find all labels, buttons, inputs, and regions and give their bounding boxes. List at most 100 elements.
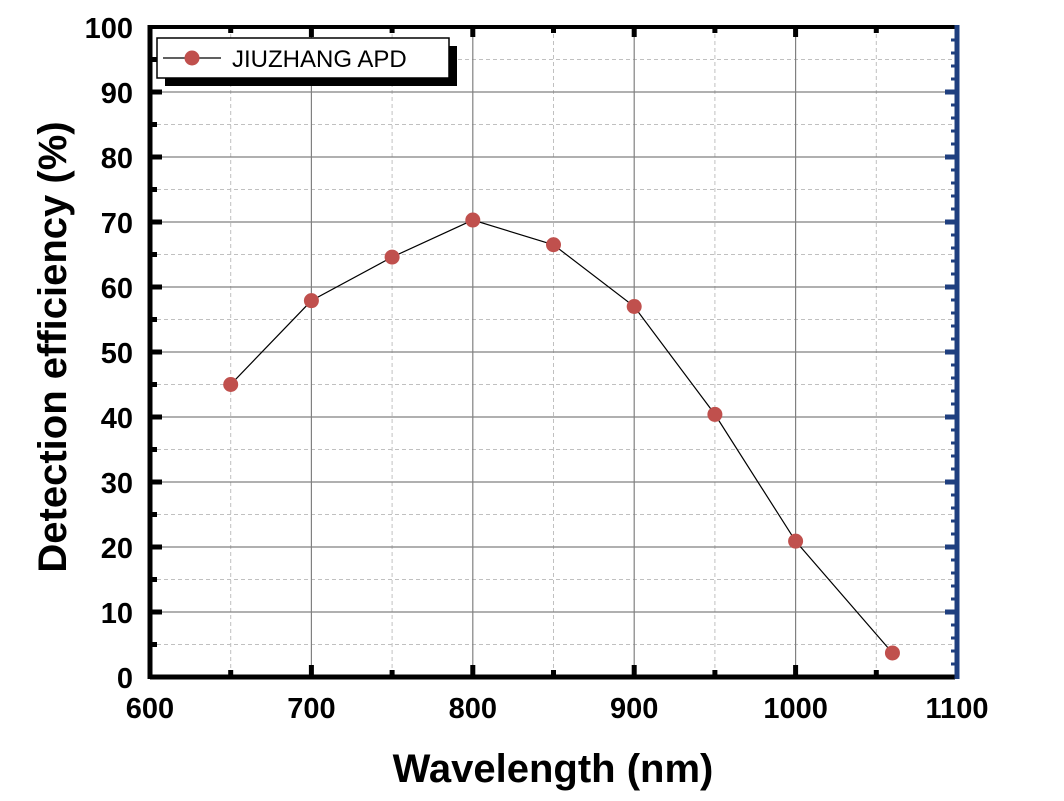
x-tick-label: 1000 bbox=[763, 693, 828, 725]
y-major-tick bbox=[150, 544, 162, 550]
y-minor-tick bbox=[150, 512, 157, 517]
y-major-tick bbox=[150, 154, 162, 160]
y-major-tick bbox=[150, 479, 162, 485]
right-minor-tick bbox=[951, 480, 957, 484]
legend-marker-symbol bbox=[184, 50, 200, 66]
y-tick-label: 60 bbox=[101, 273, 133, 305]
right-minor-tick bbox=[951, 402, 957, 406]
top-major-tick bbox=[470, 27, 476, 37]
data-point bbox=[546, 237, 561, 253]
right-minor-tick bbox=[951, 324, 957, 328]
right-minor-tick bbox=[951, 142, 957, 146]
top-major-tick bbox=[308, 27, 314, 37]
y-tick-labels: 0 10 20 30 40 50 60 70 80 90 100 bbox=[85, 13, 133, 695]
x-axis-title: Wavelength (nm) bbox=[393, 747, 714, 791]
y-tick-label: 70 bbox=[101, 208, 133, 240]
right-minor-tick bbox=[951, 376, 957, 380]
x-tick-labels: 600 700 800 900 1000 1100 bbox=[126, 693, 989, 725]
right-minor-tick bbox=[951, 415, 957, 419]
y-major-tick bbox=[150, 349, 162, 355]
x-major-tick bbox=[631, 665, 637, 677]
y-tick-label: 0 bbox=[117, 663, 133, 695]
right-minor-tick bbox=[951, 467, 957, 471]
data-point bbox=[303, 293, 319, 309]
right-minor-tick bbox=[951, 493, 957, 497]
y-major-tick bbox=[150, 219, 162, 225]
y-minor-tick bbox=[150, 252, 157, 257]
y-tick-label: 50 bbox=[101, 338, 133, 370]
right-minor-tick bbox=[951, 298, 957, 302]
right-minor-tick bbox=[951, 428, 957, 432]
data-point bbox=[884, 645, 900, 661]
x-major-tick bbox=[470, 665, 476, 677]
right-minor-tick bbox=[951, 129, 957, 133]
y-minor-tick bbox=[150, 447, 157, 452]
y-major-tick bbox=[150, 89, 162, 95]
x-tick-label: 800 bbox=[449, 693, 497, 725]
y-minor-tick bbox=[150, 382, 157, 387]
right-minor-tick bbox=[951, 454, 957, 458]
right-minor-tick bbox=[951, 90, 957, 94]
y-axis-title: Detection efficiency (%) bbox=[31, 121, 75, 572]
y-minor-tick bbox=[150, 187, 157, 192]
top-minor-tick bbox=[389, 27, 395, 33]
right-minor-tick bbox=[951, 584, 957, 588]
x-minor-tick bbox=[228, 670, 234, 677]
y-minor-tick bbox=[150, 642, 157, 647]
data-point bbox=[384, 249, 400, 265]
right-minor-tick bbox=[951, 155, 957, 159]
right-minor-tick bbox=[951, 623, 957, 627]
right-minor-tick bbox=[951, 116, 957, 120]
y-minor-tick bbox=[150, 577, 157, 582]
data-point bbox=[707, 406, 723, 422]
top-minor-tick bbox=[228, 27, 234, 33]
x-minor-tick bbox=[873, 670, 879, 677]
x-minor-tick bbox=[389, 670, 395, 677]
right-minor-tick bbox=[951, 103, 957, 107]
top-major-tick bbox=[631, 27, 637, 37]
x-major-tick bbox=[793, 665, 799, 677]
right-minor-tick bbox=[951, 389, 957, 393]
right-minor-tick bbox=[951, 519, 957, 523]
right-minor-tick bbox=[951, 532, 957, 536]
y-tick-label: 90 bbox=[101, 78, 133, 110]
y-tick-label: 30 bbox=[101, 468, 133, 500]
right-minor-tick bbox=[951, 506, 957, 510]
right-minor-tick bbox=[951, 662, 957, 666]
legend-label: JIUZHANG APD bbox=[232, 46, 407, 73]
right-minor-tick bbox=[951, 311, 957, 315]
right-minor-tick bbox=[951, 51, 957, 55]
series-line bbox=[230, 219, 893, 654]
right-minor-tick bbox=[951, 545, 957, 549]
right-minor-tick bbox=[951, 597, 957, 601]
x-tick-label: 600 bbox=[126, 693, 174, 725]
data-point bbox=[465, 212, 481, 228]
y-major-tick bbox=[150, 414, 162, 420]
x-tick-label: 900 bbox=[610, 693, 658, 725]
right-minor-tick bbox=[951, 649, 957, 653]
y-tick-label: 10 bbox=[101, 598, 133, 630]
axis-ticks bbox=[150, 27, 957, 677]
data-point bbox=[626, 299, 642, 314]
legend: JIUZHANG APD bbox=[156, 37, 457, 86]
right-minor-tick bbox=[951, 64, 957, 68]
y-minor-tick bbox=[150, 122, 157, 127]
right-minor-tick bbox=[951, 610, 957, 614]
x-tick-label: 700 bbox=[287, 693, 335, 725]
y-major-tick bbox=[150, 609, 162, 615]
right-minor-tick bbox=[951, 181, 957, 185]
grid bbox=[150, 27, 957, 677]
right-minor-tick bbox=[951, 636, 957, 640]
top-minor-tick bbox=[712, 27, 718, 33]
y-tick-label: 40 bbox=[101, 403, 133, 435]
x-minor-tick bbox=[551, 670, 556, 677]
right-minor-tick bbox=[951, 285, 957, 289]
y-major-tick bbox=[150, 284, 162, 290]
right-minor-tick bbox=[951, 259, 957, 263]
x-major-tick bbox=[308, 665, 314, 677]
right-minor-tick bbox=[951, 571, 957, 575]
x-minor-tick bbox=[712, 670, 718, 677]
data-point bbox=[223, 377, 239, 392]
right-minor-tick bbox=[951, 350, 957, 354]
